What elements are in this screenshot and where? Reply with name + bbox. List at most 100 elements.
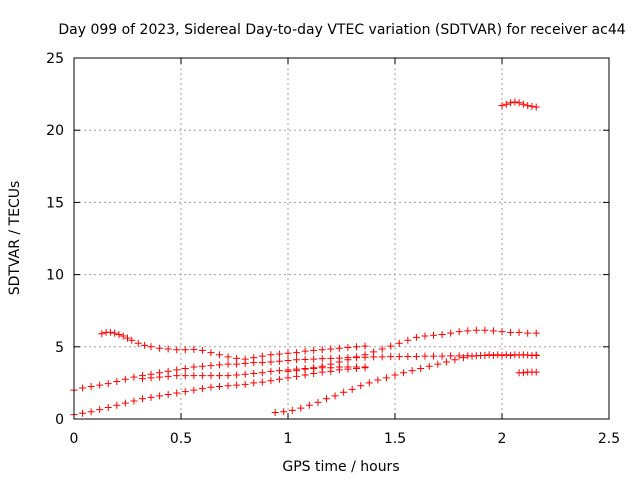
x-tick-label: 0.5 [170,431,192,447]
data-point [216,383,224,391]
data-point [310,346,318,354]
data-point [275,350,283,358]
data-point [447,329,455,337]
x-axis-label: GPS time / hours [282,459,399,475]
data-point [173,389,181,397]
data-point [430,331,438,339]
data-point [207,372,215,380]
data-point [442,358,450,366]
data-point [190,372,198,380]
data-point [451,356,459,364]
data-point [224,353,232,361]
data-point [198,385,206,393]
data-point [111,329,119,337]
data-point [519,100,527,108]
x-tick-label: 2.5 [598,431,620,447]
data-point [400,369,408,377]
data-point [190,363,198,371]
series-track-h [515,368,540,377]
data-point [233,360,241,368]
data-point [434,360,442,368]
series-track-g [498,98,540,111]
y-tick-label: 5 [55,340,64,356]
data-point [128,336,136,344]
data-point [318,355,326,363]
data-point [79,409,87,417]
data-point [141,341,149,349]
series-track-d [138,363,369,383]
data-point [459,354,467,362]
data-point [258,352,266,360]
data-point [271,409,279,417]
data-point [138,395,146,403]
data-point [502,351,510,359]
x-tick-label: 2 [498,431,507,447]
data-point [327,345,335,353]
data-point [344,344,352,352]
data-point [284,367,292,375]
data-point [121,399,129,407]
grid [74,58,609,419]
data-point [305,401,313,409]
data-point [314,398,322,406]
data-point [382,374,390,382]
data-point [301,347,309,355]
series-track-a [98,328,369,363]
data-point [164,345,172,353]
data-point [421,352,429,360]
data-point [327,360,335,368]
data-point [181,388,189,396]
data-point [498,328,506,336]
data-point [156,344,164,352]
data-point [318,362,326,370]
data-point [275,375,283,383]
x-tick-label: 0 [70,431,79,447]
data-point [352,353,360,361]
data-point [284,349,292,357]
data-point [494,351,502,359]
data-point [156,373,164,381]
data-point [352,343,360,351]
data-point [515,328,523,336]
data-point [468,352,476,360]
data-point [378,353,386,361]
data-point [224,360,232,368]
data-point [511,98,519,106]
data-point [267,351,275,359]
data-point [293,356,301,364]
data-point [190,386,198,394]
data-point [412,333,420,341]
data-point [216,372,224,380]
data-point [250,370,258,378]
data-point [438,352,446,360]
data-point [267,377,275,385]
data-point [489,351,497,359]
y-axis-label: SDTVAR / TECUs [7,181,23,296]
data-point [119,332,127,340]
data-point [425,362,433,370]
data-point [198,362,206,370]
data-point [374,376,382,384]
axis-ticks: 0 0.5 1 1.5 2 2.5 0 5 10 15 20 25 [46,51,620,447]
data-point [87,383,95,391]
x-tick-label: 1 [284,431,293,447]
data-point [310,364,318,372]
data-point [318,346,326,354]
y-tick-label: 0 [55,412,64,428]
data-point [104,380,112,388]
data-points [70,98,540,419]
data-point [275,367,283,375]
data-point [348,385,356,393]
data-point [477,351,485,359]
data-point [301,356,309,364]
data-point [96,381,104,389]
data-point [121,375,129,383]
data-point [288,406,296,414]
data-point [250,379,258,387]
data-point [130,397,138,405]
data-point [519,351,527,359]
data-point [124,334,131,342]
data-point [438,331,446,339]
data-point [147,393,155,401]
